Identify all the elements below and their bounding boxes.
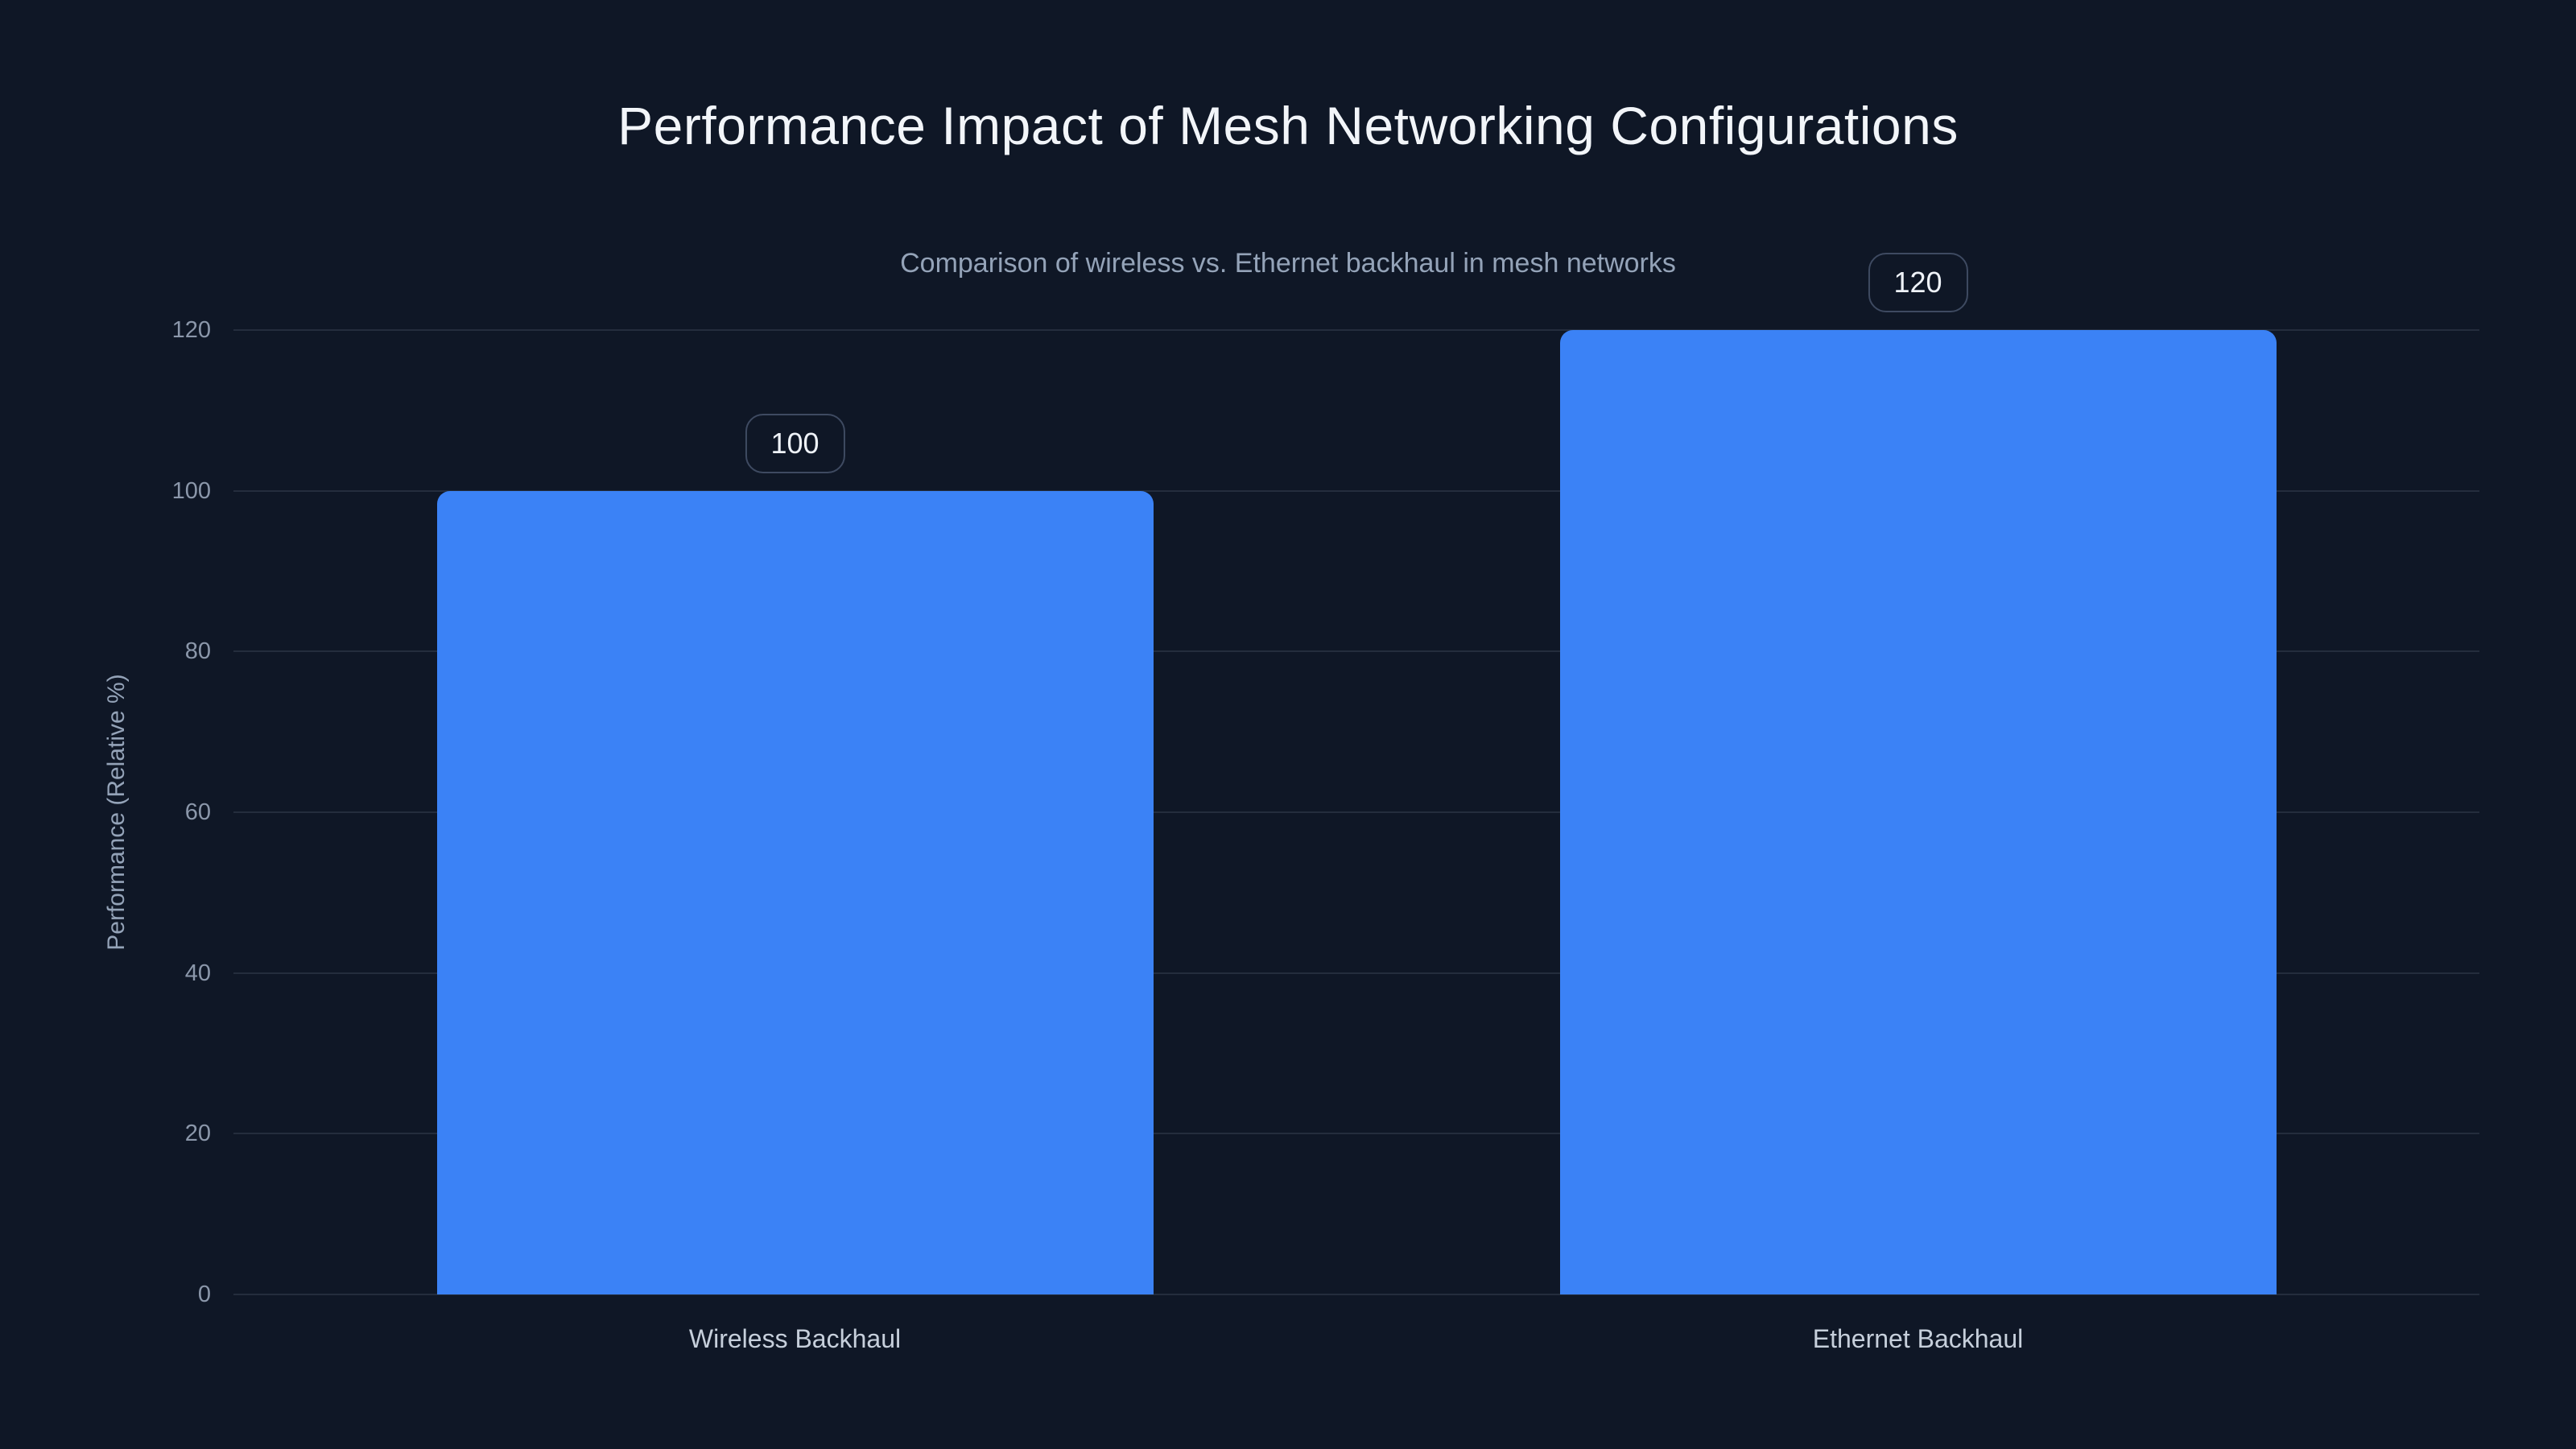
bar-ethernet-backhaul	[1559, 330, 2277, 1294]
bar-value-badge: 100	[745, 413, 845, 473]
y-tick-label: 0	[197, 1282, 211, 1307]
bar-value-badge: 120	[1868, 253, 1968, 312]
gridline	[233, 1133, 2479, 1135]
y-tick-label: 100	[171, 477, 211, 504]
x-category-label: Ethernet Backhaul	[1812, 1324, 2024, 1353]
gridline	[233, 1294, 2479, 1295]
y-tick-label: 80	[184, 638, 211, 665]
gridline	[233, 329, 2479, 331]
gridline	[233, 811, 2479, 813]
y-tick-label: 40	[184, 960, 211, 986]
plot-area	[233, 329, 2479, 1295]
x-category-label: Wireless Backhaul	[688, 1324, 902, 1353]
chart-title: Performance Impact of Mesh Networking Co…	[617, 96, 1959, 155]
y-tick-label: 20	[184, 1121, 211, 1147]
y-tick-label: 120	[171, 317, 211, 343]
y-tick-label: 60	[184, 799, 211, 825]
gridline	[233, 489, 2479, 492]
chart-subtitle: Comparison of wireless vs. Ethernet back…	[900, 248, 1676, 279]
gridline	[233, 650, 2479, 653]
bar-wireless-backhaul	[436, 490, 1154, 1294]
gridline	[233, 972, 2479, 974]
